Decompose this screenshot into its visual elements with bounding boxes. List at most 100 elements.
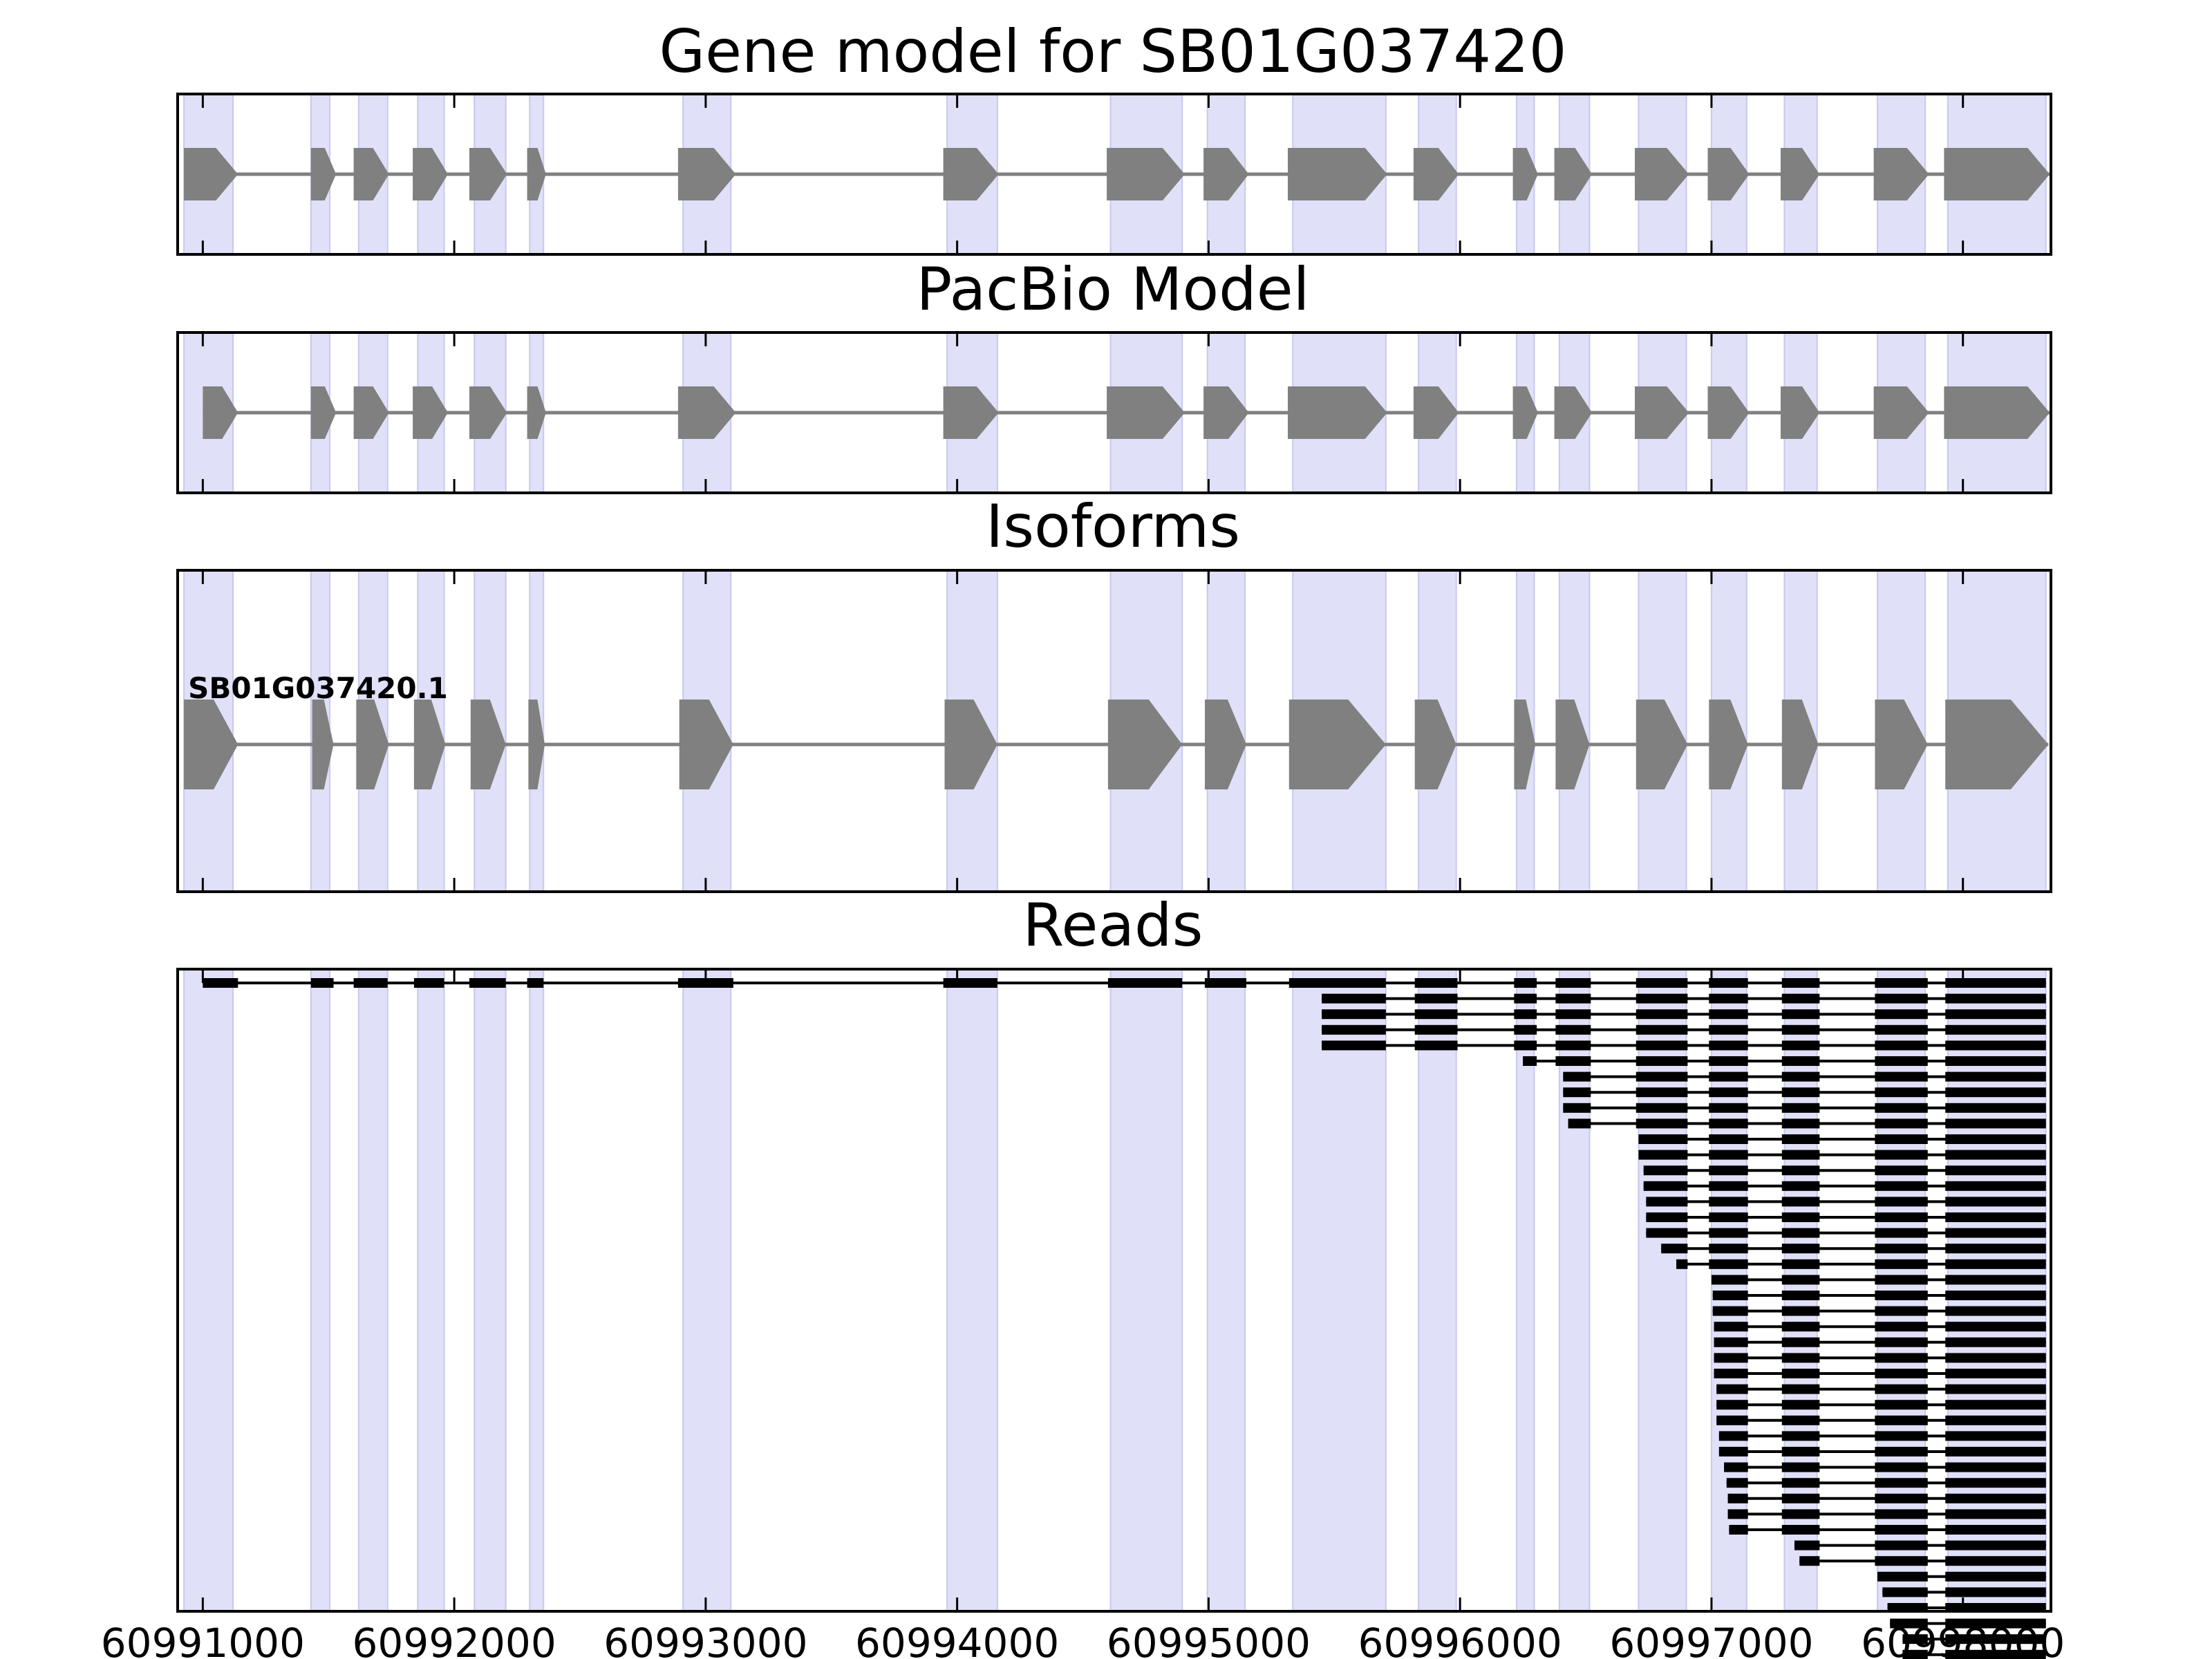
- read-exon-block: [1875, 1291, 1928, 1300]
- read-exon-block: [413, 978, 444, 988]
- read-exon-block: [1781, 1118, 1820, 1129]
- exon-arrow: [1781, 148, 1820, 200]
- read-exon-block: [1781, 1384, 1820, 1394]
- exon-highlight-band: [1418, 968, 1457, 1612]
- transcript: SB01G037420.1: [184, 671, 2049, 789]
- read-exon-block: [1709, 1228, 1748, 1238]
- pacbio-model-panel: PacBio Model: [176, 255, 2052, 494]
- read-alignment: [1902, 1634, 2046, 1644]
- read-exon-block: [1716, 1415, 1748, 1425]
- read-exon-block: [1781, 1165, 1820, 1176]
- read-exon-block: [1781, 1212, 1820, 1222]
- read-exon-block: [469, 978, 506, 988]
- read-exon-block: [1204, 978, 1246, 988]
- read-exon-block: [1709, 1134, 1748, 1144]
- read-exon-block: [1643, 1165, 1688, 1176]
- read-alignment: [1902, 1649, 2046, 1659]
- read-exon-block: [1875, 1369, 1928, 1378]
- read-exon-block: [1781, 1259, 1820, 1269]
- exon-arrow: [1203, 386, 1249, 439]
- exon-arrow: [203, 386, 238, 439]
- x-tick-label: 60992000: [353, 1620, 556, 1659]
- read-exon-block: [1646, 1228, 1688, 1238]
- read-exon-block: [1945, 1291, 2046, 1300]
- exon-arrow: [1514, 700, 1536, 789]
- exon-arrow: [1288, 700, 1386, 789]
- read-exon-block: [1322, 1040, 1386, 1051]
- read-alignment: [1718, 1447, 2046, 1456]
- x-tick-label: 60991000: [101, 1620, 305, 1659]
- exon-arrow: [413, 700, 446, 789]
- exon-highlight-band: [1206, 968, 1246, 1612]
- read-exon-block: [1945, 1478, 2046, 1488]
- read-exon-block: [1635, 1087, 1688, 1098]
- read-exon-block: [1781, 1228, 1820, 1238]
- read-exon-block: [1781, 1040, 1820, 1051]
- read-exon-block: [1875, 1197, 1928, 1207]
- read-alignment: [1646, 1212, 2046, 1222]
- read-exon-block: [1945, 1322, 2046, 1332]
- read-exon-block: [1781, 1306, 1820, 1316]
- read-alignment: [1646, 1197, 2046, 1207]
- exon-arrow: [469, 148, 507, 200]
- read-exon-block: [1709, 1181, 1748, 1191]
- read-exon-block: [1781, 1056, 1820, 1066]
- read-exon-block: [1945, 1150, 2046, 1160]
- read-exon-block: [1568, 1118, 1591, 1129]
- read-exon-block: [1945, 1259, 2046, 1269]
- read-exon-block: [1709, 1197, 1748, 1207]
- exon-arrow: [353, 386, 389, 439]
- read-exon-block: [1729, 1525, 1748, 1535]
- read-exon-block: [1902, 1649, 1928, 1659]
- read-exon-block: [1945, 1462, 2046, 1472]
- exon-arrow: [1288, 386, 1387, 439]
- exon-arrow: [1635, 700, 1688, 789]
- read-exon-block: [1794, 1540, 1820, 1550]
- exon-arrow: [1945, 700, 2049, 789]
- read-exon-block: [1945, 1306, 2046, 1316]
- read-exon-block: [1945, 1431, 2046, 1441]
- read-exon-block: [1414, 978, 1458, 988]
- x-tick-label: 60993000: [603, 1620, 807, 1659]
- exon-arrow: [1635, 148, 1689, 200]
- exon-highlight-band: [1292, 968, 1387, 1612]
- read-alignment: [1718, 1431, 2046, 1441]
- exon-arrow: [1413, 386, 1459, 439]
- read-exon-block: [1945, 1056, 2046, 1066]
- read-exon-block: [1875, 1228, 1928, 1238]
- read-exon-block: [1555, 993, 1591, 1004]
- read-exon-block: [1875, 1244, 1928, 1254]
- read-alignment: [1563, 1071, 2046, 1082]
- panel-title: PacBio Model: [916, 255, 1309, 324]
- isoforms-panel: Isoforms SB01G037420.1: [176, 492, 2052, 893]
- read-alignment: [1794, 1540, 2046, 1550]
- exon-arrow: [943, 148, 999, 200]
- read-exon-block: [1635, 1118, 1688, 1129]
- x-axis-tick-labels: 60991000 60992000 60993000 60994000 60995000…: [101, 1620, 2065, 1659]
- read-exon-block: [1945, 1337, 2046, 1347]
- read-exon-block: [353, 978, 388, 988]
- read-exon-block: [1781, 993, 1820, 1004]
- read-alignment: [1676, 1259, 2046, 1269]
- exon-arrow: [1873, 386, 1929, 439]
- read-exon-block: [1875, 1056, 1928, 1066]
- read-exon-block: [1945, 1353, 2046, 1363]
- read-exon-block: [1945, 1556, 2046, 1566]
- read-exon-block: [1945, 1009, 2046, 1020]
- read-alignment: [1877, 1571, 2046, 1582]
- read-exon-block: [1718, 1447, 1748, 1456]
- read-exon-block: [1945, 1618, 2046, 1629]
- exon-arrow: [1107, 700, 1183, 789]
- read-exon-block: [1414, 1040, 1458, 1051]
- read-exon-block: [203, 978, 238, 988]
- read-exon-block: [1945, 1165, 2046, 1176]
- read-exon-block: [1875, 1337, 1928, 1347]
- exon-arrow: [310, 148, 337, 200]
- read-exon-block: [1875, 1509, 1928, 1519]
- read-exon-block: [1902, 1634, 1928, 1644]
- read-exon-block: [1716, 1400, 1748, 1410]
- read-exon-block: [1716, 1384, 1748, 1394]
- read-exon-block: [1709, 1212, 1748, 1222]
- read-alignment: [1729, 1525, 2046, 1535]
- read-exon-block: [1709, 978, 1748, 988]
